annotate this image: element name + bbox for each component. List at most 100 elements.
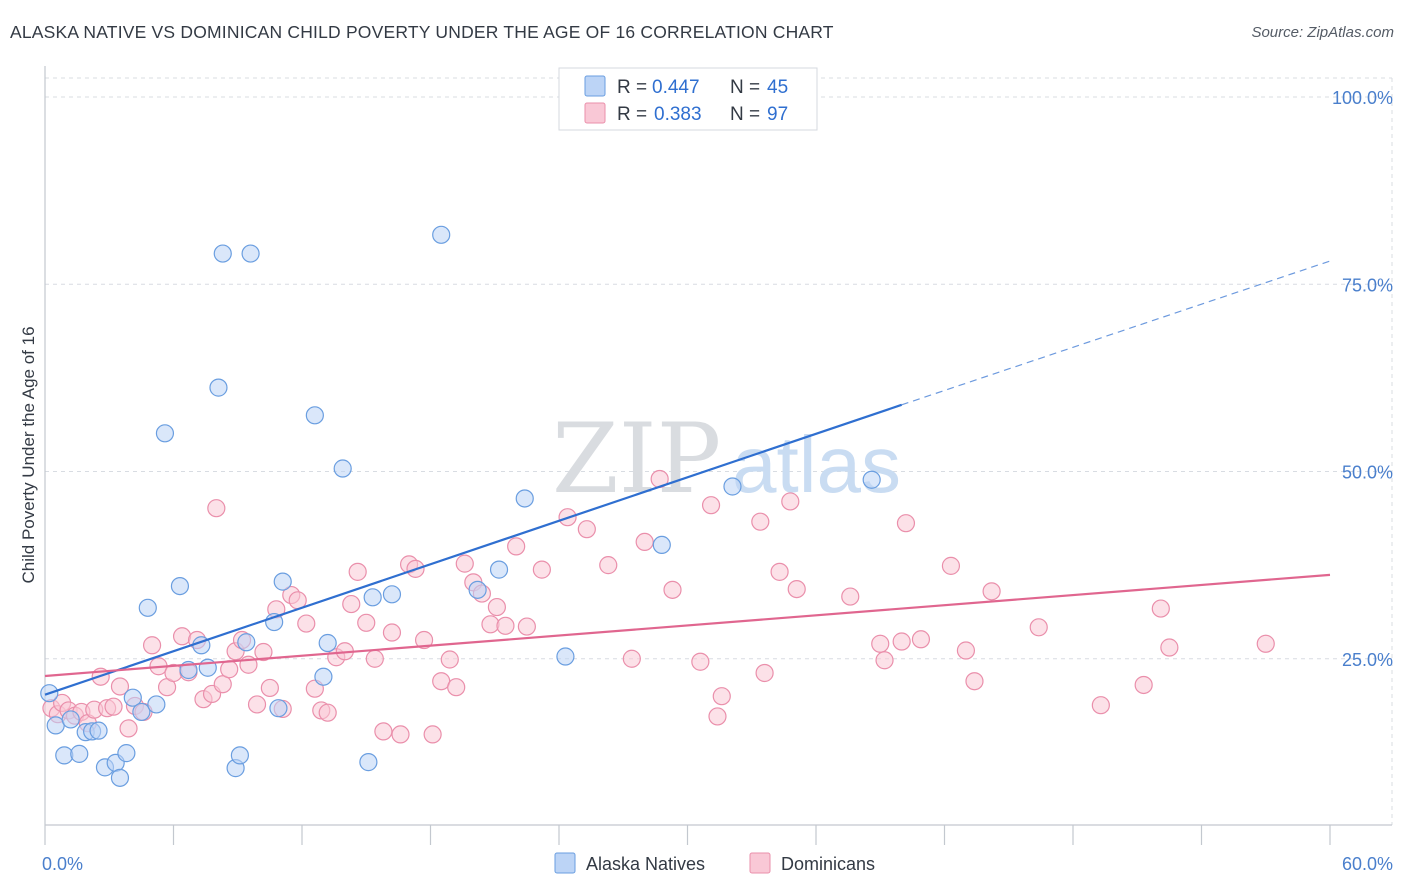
dominican-point xyxy=(956,641,976,660)
dominican-point xyxy=(841,587,860,606)
bottom-legend-label-dominicans: Dominicans xyxy=(781,854,875,874)
dominican-point xyxy=(712,687,731,706)
dominican-point xyxy=(172,627,192,646)
legend-r-label: R = xyxy=(617,77,647,98)
dominican-point xyxy=(599,556,618,575)
dominican-point xyxy=(1256,634,1275,653)
alaska-native-point xyxy=(170,576,190,596)
y-tick-labels: 25.0% 50.0% 75.0% 100.0% xyxy=(1332,88,1393,670)
trend-line-dominicans xyxy=(44,573,1331,678)
alaska-native-point xyxy=(515,489,534,508)
legend-n-label: N = xyxy=(730,77,760,98)
alaska-native-point xyxy=(70,744,89,763)
dominican-point xyxy=(1091,696,1110,715)
trend-line-alaska-natives xyxy=(44,403,903,696)
dominican-point xyxy=(507,537,526,556)
legend-n-value-blue: 45 xyxy=(767,77,788,98)
dominican-point xyxy=(1134,675,1153,695)
alaska-native-point xyxy=(382,585,402,604)
dominican-point xyxy=(635,532,654,552)
alaska-native-point xyxy=(110,768,130,787)
alaska-native-point xyxy=(862,470,881,489)
alaska-native-point xyxy=(147,695,166,714)
dominican-point xyxy=(751,512,770,531)
dominican-point xyxy=(982,582,1001,601)
alaska-native-point xyxy=(55,746,74,765)
alaska-native-point xyxy=(359,753,378,772)
dominican-point xyxy=(1160,638,1179,657)
alaska-native-point xyxy=(273,572,292,591)
dominican-point xyxy=(207,499,226,518)
dominican-point xyxy=(781,492,800,511)
alaska-native-point xyxy=(117,744,136,763)
dominican-point xyxy=(254,642,273,662)
source-credit: Source: ZipAtlas.com xyxy=(1251,24,1394,41)
dominican-point xyxy=(487,597,506,617)
alaska-native-point xyxy=(155,424,175,443)
dominican-point xyxy=(708,707,727,726)
alaska-native-point xyxy=(132,702,151,722)
dominican-point xyxy=(297,614,316,633)
dominican-point xyxy=(896,514,916,533)
y-tick-label-50: 50.0% xyxy=(1342,463,1393,483)
alaska-native-point xyxy=(213,244,232,263)
dominican-point xyxy=(532,560,551,579)
alaska-native-point xyxy=(432,225,451,244)
alaska-native-point xyxy=(230,746,249,765)
alaska-native-point xyxy=(89,721,108,740)
dominican-point xyxy=(213,675,232,694)
dominican-point xyxy=(755,663,774,683)
chart-title: ALASKA NATIVE VS DOMINICAN CHILD POVERTY… xyxy=(10,22,834,42)
dominican-point xyxy=(875,651,894,670)
dominican-point xyxy=(770,562,789,581)
series-alaska-natives xyxy=(40,225,881,787)
dominican-point xyxy=(871,634,890,653)
dominican-point xyxy=(391,725,410,744)
dominican-point xyxy=(374,722,393,741)
y-tick-label-75: 75.0% xyxy=(1342,275,1393,295)
alaska-native-point xyxy=(489,560,509,579)
watermark: ZIP atlas xyxy=(552,403,901,515)
legend-r-label: R = xyxy=(617,104,647,125)
dominican-point xyxy=(911,630,931,649)
x-tick-label-min: 0.0% xyxy=(42,854,83,874)
series-legend: Alaska Natives Dominicans xyxy=(554,852,875,874)
dominican-point xyxy=(892,632,911,651)
dominican-point xyxy=(220,660,239,679)
dominican-point xyxy=(1151,599,1170,618)
dominican-point xyxy=(357,613,376,632)
alaska-native-point xyxy=(61,710,80,729)
dominican-point xyxy=(440,650,459,669)
dominican-point xyxy=(110,677,130,696)
dominican-point xyxy=(414,630,434,650)
dominican-point xyxy=(455,554,474,573)
dominican-point xyxy=(342,594,361,614)
bottom-legend-swatch-blue xyxy=(554,852,576,874)
alaska-native-point xyxy=(556,647,575,666)
stats-legend: R = 0.447 N = 45 R = 0.383 N = 97 xyxy=(558,67,818,131)
dominican-point xyxy=(423,725,442,744)
legend-r-value-pink: 0.383 xyxy=(654,104,702,125)
dominican-point xyxy=(481,615,500,634)
y-tick-label-25: 25.0% xyxy=(1342,650,1393,670)
dominican-point xyxy=(1029,618,1048,637)
dominican-point xyxy=(787,579,806,599)
trend-lines xyxy=(44,260,1331,696)
x-tick-label-max: 60.0% xyxy=(1342,854,1393,874)
dominican-point xyxy=(382,623,402,642)
alaska-native-point xyxy=(241,244,260,263)
dominican-point xyxy=(260,678,279,698)
alaska-native-point xyxy=(468,580,487,599)
dominican-point xyxy=(517,617,536,636)
alaska-native-point xyxy=(318,633,337,653)
dominican-point xyxy=(701,496,721,515)
legend-swatch-blue xyxy=(584,75,606,97)
legend-n-label: N = xyxy=(730,104,760,125)
alaska-native-point xyxy=(209,378,228,397)
alaska-native-point xyxy=(363,588,382,607)
alaska-native-point xyxy=(123,688,142,707)
dominican-point xyxy=(622,649,641,668)
alaska-native-point xyxy=(723,477,742,496)
alaska-native-point xyxy=(269,699,288,718)
